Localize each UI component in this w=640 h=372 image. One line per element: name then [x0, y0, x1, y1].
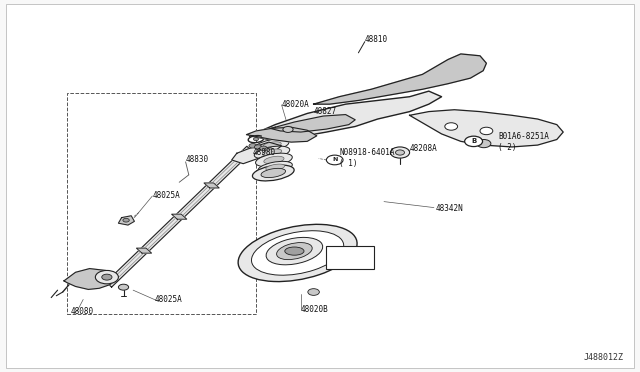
Circle shape [254, 145, 262, 149]
Polygon shape [106, 146, 252, 287]
Polygon shape [250, 91, 442, 140]
Text: 48020A: 48020A [282, 100, 309, 109]
Circle shape [123, 218, 129, 222]
Text: B: B [471, 138, 476, 144]
Circle shape [260, 146, 268, 151]
Ellipse shape [252, 231, 344, 275]
Polygon shape [172, 214, 187, 219]
Text: 48827: 48827 [314, 107, 337, 116]
Ellipse shape [254, 146, 290, 159]
Text: 48342N: 48342N [435, 204, 463, 213]
Circle shape [265, 147, 273, 152]
Polygon shape [136, 248, 152, 253]
Circle shape [253, 138, 259, 141]
Text: 48020B: 48020B [301, 305, 328, 314]
Text: 48080: 48080 [70, 307, 93, 316]
Circle shape [396, 150, 404, 155]
Ellipse shape [258, 161, 292, 173]
Polygon shape [118, 216, 134, 225]
Polygon shape [410, 110, 563, 147]
Text: 48830: 48830 [186, 155, 209, 164]
Ellipse shape [285, 247, 304, 255]
Circle shape [477, 140, 491, 148]
Text: B01A6-8251A
( 2): B01A6-8251A ( 2) [498, 132, 548, 152]
Circle shape [283, 126, 293, 132]
Circle shape [102, 274, 112, 280]
Ellipse shape [264, 156, 284, 164]
Text: N08918-6401A
( 1): N08918-6401A ( 1) [339, 148, 395, 168]
Bar [326, 246, 374, 269]
Text: 48810: 48810 [365, 35, 388, 44]
Polygon shape [314, 54, 486, 104]
Circle shape [390, 147, 410, 158]
Polygon shape [64, 269, 115, 289]
Ellipse shape [255, 153, 292, 167]
Ellipse shape [255, 139, 289, 151]
Circle shape [480, 127, 493, 135]
Text: 48025A: 48025A [155, 295, 182, 304]
Text: J488012Z: J488012Z [584, 353, 624, 362]
Circle shape [95, 270, 118, 284]
Circle shape [326, 155, 343, 165]
Ellipse shape [263, 142, 281, 148]
Ellipse shape [266, 164, 285, 171]
Text: N: N [332, 157, 337, 163]
Circle shape [249, 144, 257, 148]
Bar [67, 93, 256, 314]
Ellipse shape [276, 243, 312, 260]
Text: 48208A: 48208A [410, 144, 437, 153]
Polygon shape [246, 127, 317, 142]
Circle shape [118, 284, 129, 290]
Circle shape [465, 136, 483, 147]
Ellipse shape [262, 149, 282, 156]
Ellipse shape [261, 169, 285, 177]
Ellipse shape [238, 224, 357, 282]
Text: 48980: 48980 [253, 148, 276, 157]
Circle shape [445, 123, 458, 130]
Circle shape [308, 289, 319, 295]
Polygon shape [232, 142, 282, 164]
Ellipse shape [266, 237, 323, 265]
Ellipse shape [252, 165, 294, 181]
Polygon shape [270, 115, 355, 132]
Text: 48025A: 48025A [152, 191, 180, 200]
Polygon shape [204, 183, 219, 188]
